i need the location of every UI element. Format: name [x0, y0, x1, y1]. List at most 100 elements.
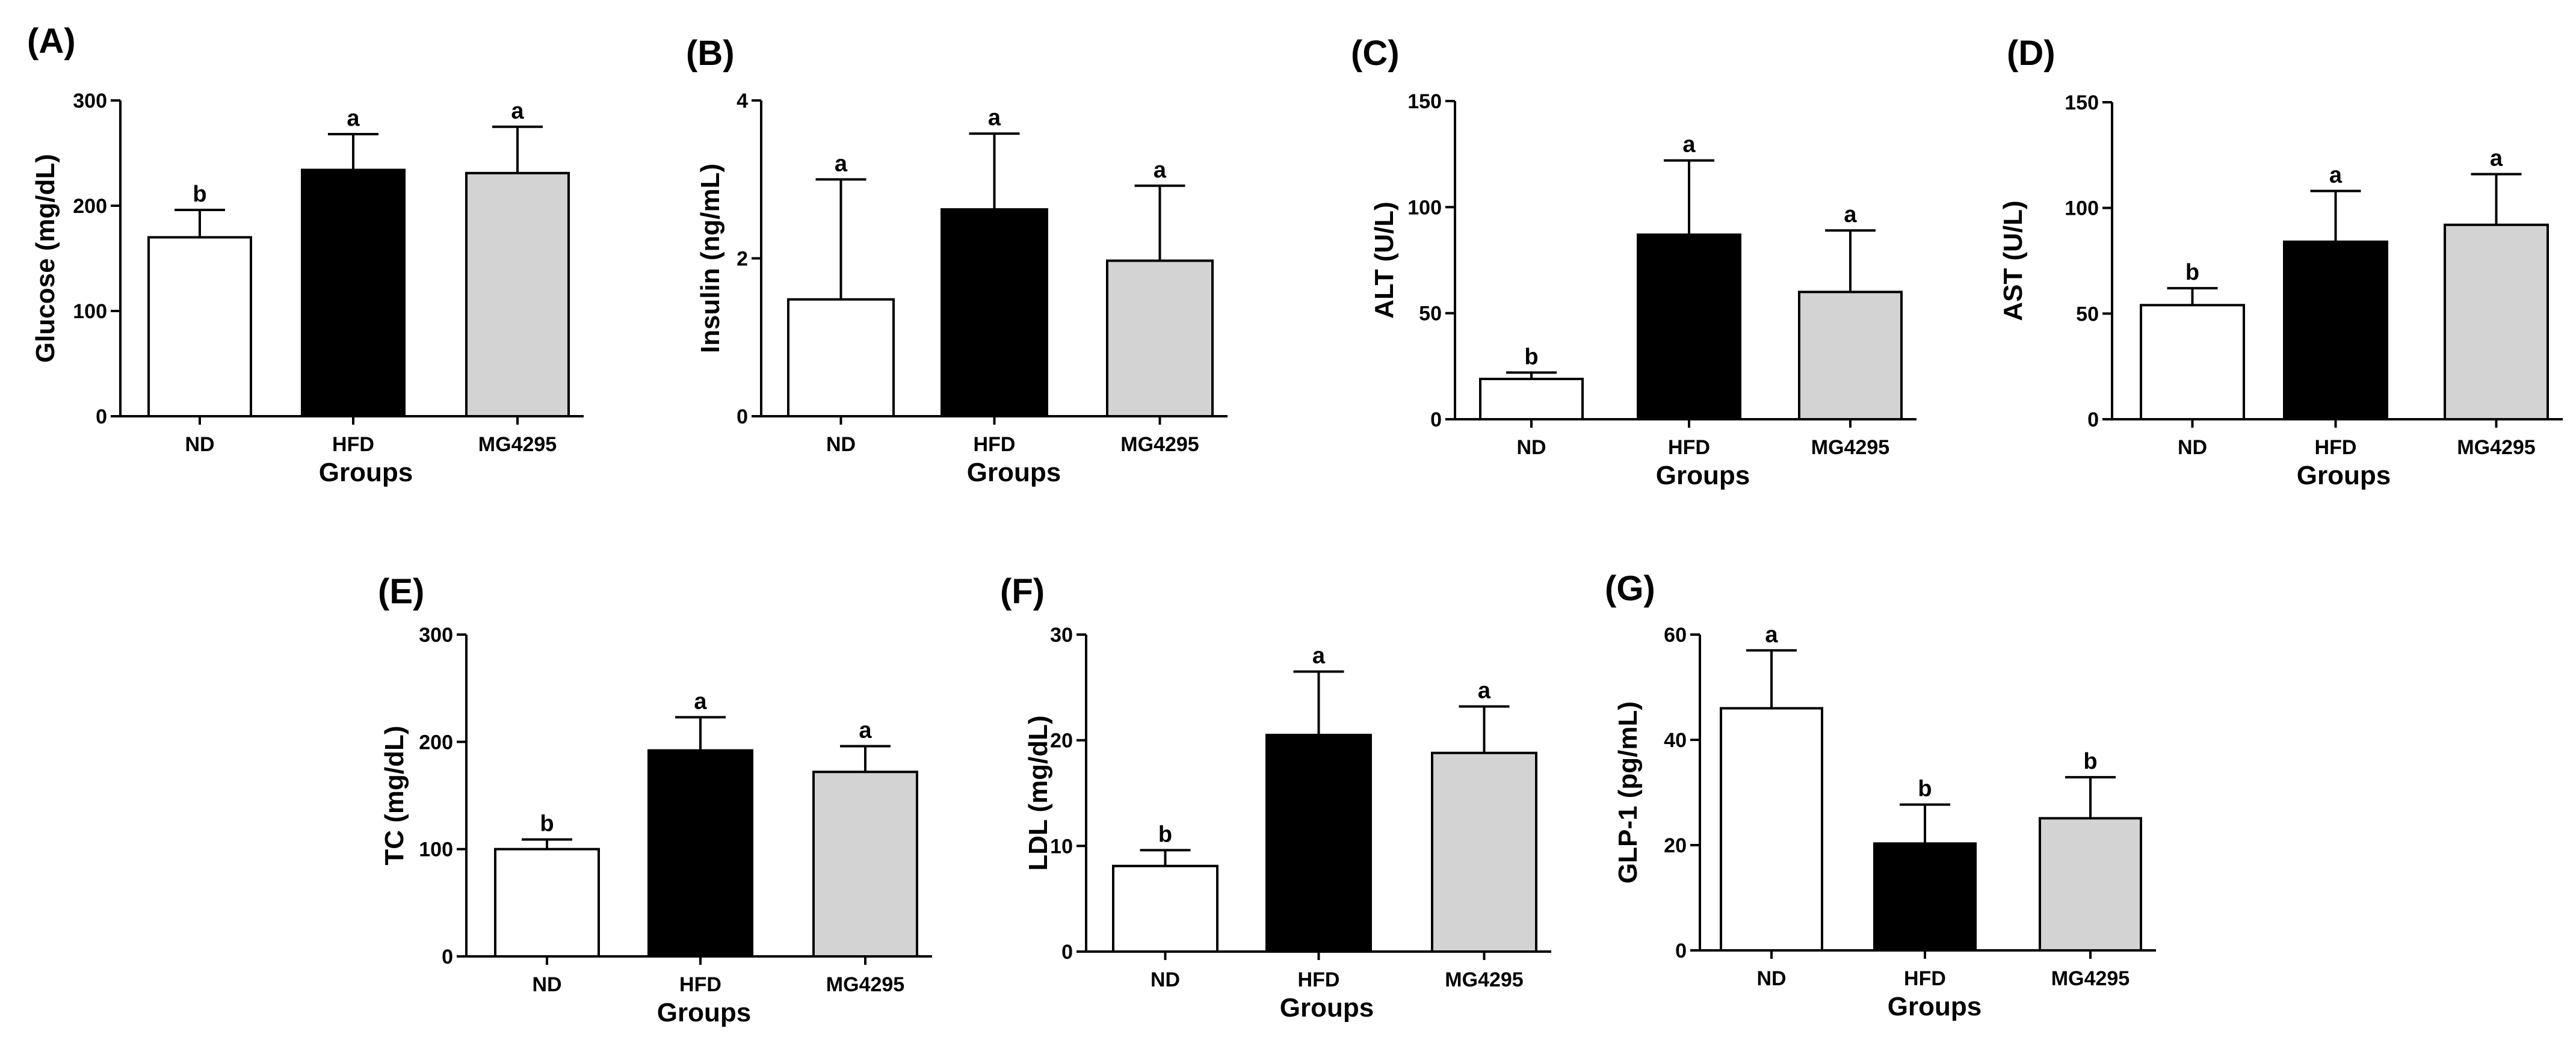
y-tick-label: 10 [1050, 835, 1073, 858]
y-tick-label: 300 [419, 624, 453, 647]
bar-nd [1112, 864, 1219, 953]
bar-hfd [2283, 240, 2388, 420]
chart-panel-e: (E) 0 100 200 300 b ND a HFD a MG4295 Groups TC (mg/… [378, 572, 932, 1027]
y-tick-label: 0 [1061, 941, 1073, 964]
bar-nd [1720, 707, 1823, 952]
chart-panel-d: (D) 0 50 100 150 b ND a HFD a MG4295 Groups AST (U/L… [1998, 34, 2563, 490]
y-axis-title: GLP-1 (pg/mL) [1613, 701, 1643, 884]
significance-letter: a [1844, 202, 1857, 227]
y-tick-label: 100 [1407, 196, 1442, 219]
y-axis-title: AST (U/L) [1998, 200, 2028, 321]
y-tick-label: 4 [737, 90, 748, 112]
x-category-label: HFD [332, 433, 374, 456]
bar-mg4295 [2039, 817, 2142, 952]
y-tick-label: 2 [737, 248, 748, 271]
significance-letter: a [2329, 163, 2343, 188]
panel-label: (A) [27, 22, 76, 61]
y-tick-label: 200 [73, 195, 107, 218]
bar-nd [2140, 304, 2245, 420]
significance-letter: a [1478, 678, 1491, 703]
y-axis-title: LDL (mg/dL) [1024, 715, 1053, 870]
significance-letter: a [835, 151, 848, 176]
y-tick-label: 30 [1050, 624, 1073, 647]
significance-letter: a [988, 105, 1001, 131]
y-tick-label: 100 [419, 839, 453, 861]
bar-hfd [647, 749, 753, 958]
bar-nd [787, 298, 895, 417]
significance-letter: b [1918, 777, 1932, 802]
x-axis-title: Groups [1888, 992, 1981, 1021]
significance-letter: b [1524, 344, 1538, 369]
x-category-label: MG4295 [1120, 433, 1199, 456]
significance-letter: a [1312, 643, 1326, 668]
significance-letter: a [511, 99, 524, 124]
panel-label: (D) [2007, 34, 2056, 73]
y-tick-label: 100 [73, 300, 107, 323]
y-tick-label: 20 [1050, 730, 1073, 752]
panel-label: (F) [1000, 572, 1045, 611]
significance-letter: b [2185, 260, 2199, 285]
y-tick-label: 150 [1407, 90, 1442, 113]
x-category-label: ND [826, 433, 856, 456]
x-category-label: ND [1756, 967, 1786, 990]
significance-letter: a [1154, 158, 1167, 183]
significance-letter: b [2083, 749, 2097, 774]
significance-letter: a [694, 689, 707, 714]
y-tick-label: 0 [737, 405, 748, 428]
y-tick-label: 20 [1664, 834, 1687, 857]
x-category-label: HFD [1298, 968, 1340, 991]
x-category-label: HFD [679, 973, 721, 996]
bar-mg4295 [2444, 223, 2549, 420]
bar-nd [147, 236, 252, 417]
significance-letter: a [2490, 146, 2503, 171]
y-tick-label: 50 [2076, 303, 2099, 325]
x-category-label: ND [2178, 436, 2207, 459]
x-axis-title: Groups [2297, 461, 2391, 490]
bar-nd [1479, 377, 1584, 421]
y-axis-title: Glucose (mg/dL) [31, 154, 60, 363]
bar-mg4295 [1798, 291, 1903, 420]
bar-hfd [1873, 842, 1977, 952]
significance-letter: a [1682, 132, 1696, 158]
x-category-label: MG4295 [1811, 436, 1889, 459]
chart-panel-c: (C) 0 50 100 150 b ND a HFD a MG4295 Groups ALT (U/L… [1351, 34, 1917, 490]
y-tick-label: 40 [1664, 729, 1687, 752]
x-category-label: MG4295 [2051, 967, 2130, 990]
panel-label: (G) [1605, 569, 1655, 608]
x-category-label: ND [1151, 968, 1180, 991]
bar-hfd [1637, 233, 1741, 420]
bar-nd [494, 848, 600, 958]
y-tick-label: 0 [1430, 408, 1442, 431]
chart-panel-f: (F) 0 10 20 30 b ND a HFD a MG4295 Groups LDL (mg/dL… [1000, 572, 1551, 1023]
x-axis-title: Groups [319, 458, 413, 487]
y-axis-title: Insulin (ng/mL) [696, 164, 725, 353]
y-tick-label: 50 [1419, 303, 1442, 325]
x-axis-title: Groups [657, 998, 751, 1027]
chart-panel-g: (G) 0 20 40 60 a ND b HFD b MG4295 Groups GLP-1 (pg/… [1605, 569, 2156, 1021]
x-axis-title: Groups [1280, 993, 1374, 1023]
significance-letter: b [1158, 822, 1172, 847]
bar-hfd [301, 168, 406, 417]
y-tick-label: 0 [96, 405, 107, 428]
y-axis-title: ALT (U/L) [1370, 202, 1399, 319]
significance-letter: a [347, 106, 360, 131]
x-category-label: ND [1516, 436, 1546, 459]
y-tick-label: 60 [1664, 624, 1687, 647]
panel-label: (B) [686, 34, 735, 73]
significance-letter: a [859, 718, 872, 743]
bar-mg4295 [812, 771, 918, 958]
bar-mg4295 [465, 171, 570, 417]
panel-label: (E) [378, 572, 424, 611]
significance-letter: b [540, 811, 554, 837]
significance-letter: a [1765, 622, 1778, 647]
x-category-label: HFD [2315, 436, 2357, 459]
bar-mg4295 [1106, 259, 1214, 417]
y-tick-label: 150 [2065, 91, 2099, 114]
bar-hfd [1265, 733, 1372, 953]
x-axis-title: Groups [967, 458, 1061, 487]
x-category-label: MG4295 [478, 433, 557, 456]
x-category-label: MG4295 [2457, 436, 2535, 459]
y-tick-label: 300 [73, 90, 107, 112]
x-category-label: HFD [974, 433, 1016, 456]
